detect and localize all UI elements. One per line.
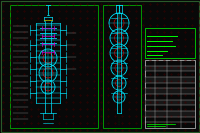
Bar: [145, 100, 195, 105]
Bar: [145, 88, 195, 94]
Bar: [145, 77, 195, 83]
Bar: [10, 5, 98, 128]
Bar: [145, 60, 195, 128]
Bar: [145, 111, 195, 117]
Bar: [145, 66, 195, 71]
Bar: [103, 5, 141, 128]
Bar: [145, 28, 195, 58]
